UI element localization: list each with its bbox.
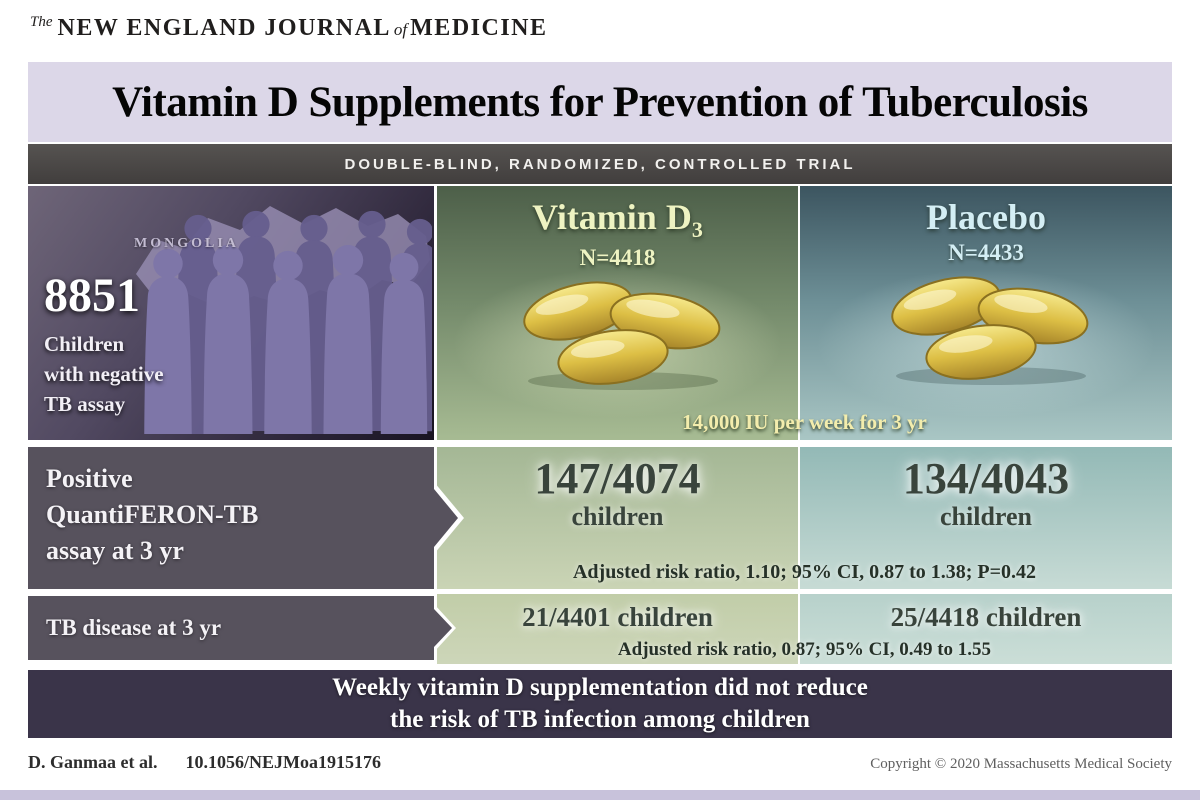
outcome-row-tb-disease: TB disease at 3 yr 21/4401 children 25/4… [28, 594, 1172, 664]
trial-type-label: DOUBLE-BLIND, RANDOMIZED, CONTROLLED TRI… [344, 155, 856, 173]
footer-doi: 10.1056/NEJMoa1915176 [185, 752, 382, 772]
tb-disease-placebo-cell: 25/4418 children [800, 594, 1172, 664]
nejm-masthead: The NEW ENGLAND JOURNAL of MEDICINE [30, 14, 548, 42]
masthead-of: of [393, 20, 408, 39]
study-overview-row: MONGOLIA 8851 Children with negative TB … [28, 186, 1172, 440]
vitamin-d-subscript: 3 [691, 217, 703, 243]
tb-disease-label: TB disease at 3 yr [46, 615, 222, 640]
vitamin-d-arm-name: Vitamin D [532, 197, 692, 237]
outcome-row-quantiferon: Positive QuantiFERON-TB assay at 3 yr 14… [28, 447, 1172, 589]
bottom-accent-strip [0, 790, 1200, 800]
quantiferon-vitamin-d-cell: 147/4074 children [437, 447, 798, 589]
footer-copyright: Copyright © 2020 Massachusetts Medical S… [870, 756, 1172, 772]
masthead-journal-2: MEDICINE [410, 15, 548, 41]
outcome-label-line2: QuantiFERON-TB [46, 499, 259, 529]
outcome-label-tb-disease: TB disease at 3 yr [28, 596, 434, 660]
placebo-pills-icon [885, 272, 1093, 387]
conclusion-line2: the risk of TB infection among children [390, 706, 810, 733]
quantiferon-vitamin-d-unit: children [571, 502, 664, 531]
quantiferon-placebo-cell: 134/4043 children [800, 447, 1172, 589]
placebo-arm-title: Placebo [800, 196, 1172, 238]
vitamin-d-arm-n: N=4418 [579, 245, 656, 271]
outcome-label-quantiferon: Positive QuantiFERON-TB assay at 3 yr [28, 447, 434, 589]
vitamin-d-arm-panel: Vitamin D3 N=4418 [437, 186, 798, 440]
quantiferon-stats: Adjusted risk ratio, 1.10; 95% CI, 0.87 … [572, 561, 1037, 583]
placebo-arm-panel: Placebo N=4433 [800, 186, 1172, 440]
crowd-icon [136, 206, 432, 434]
outcome-label-line3: assay at 3 yr [46, 535, 184, 565]
title-band: Vitamin D Supplements for Prevention of … [28, 62, 1172, 142]
page-title: Vitamin D Supplements for Prevention of … [112, 78, 1088, 126]
placebo-arm-n: N=4433 [948, 240, 1024, 265]
placebo-arm-name: Placebo [926, 197, 1046, 237]
population-desc-line2: with negative [44, 361, 164, 386]
conclusion-band: Weekly vitamin D supplementation did not… [28, 670, 1172, 738]
quantiferon-placebo-value: 134/4043 [902, 454, 1070, 503]
outcome-label-line1: Positive [46, 464, 133, 493]
outcome-content-tb-disease: 21/4401 children 25/4418 children Adjust… [437, 594, 1172, 664]
tb-disease-placebo-value: 25/4418 children [890, 602, 1082, 632]
masthead-journal-1: NEW ENGLAND JOURNAL [57, 15, 391, 41]
trial-type-banner: DOUBLE-BLIND, RANDOMIZED, CONTROLLED TRI… [28, 144, 1172, 184]
tb-disease-vitamin-d-cell: 21/4401 children [437, 594, 798, 664]
footer-citation: D. Ganmaa et al. 10.1056/NEJMoa1915176 [28, 752, 381, 773]
population-description: Children with negative TB assay [44, 330, 164, 419]
quantiferon-placebo-unit: children [940, 502, 1032, 531]
region-label: MONGOLIA [134, 236, 239, 251]
population-count: 8851 [44, 269, 140, 322]
vitamin-d-pills-icon [516, 277, 725, 392]
masthead-prefix: The [30, 14, 53, 30]
footer: D. Ganmaa et al. 10.1056/NEJMoa1915176 Co… [28, 752, 1172, 773]
population-desc-line3: TB assay [44, 391, 126, 416]
tb-disease-stats: Adjusted risk ratio, 0.87; 95% CI, 0.49 … [617, 639, 992, 660]
footer-authors: D. Ganmaa et al. [28, 752, 158, 772]
population-panel: MONGOLIA 8851 Children with negative TB … [28, 186, 434, 440]
tb-disease-vitamin-d-value: 21/4401 children [522, 602, 713, 632]
outcome-content-quantiferon: 147/4074 children 134/4043 children Adju… [437, 447, 1172, 589]
conclusion-line1: Weekly vitamin D supplementation did not… [332, 673, 868, 701]
quantiferon-vitamin-d-value: 147/4074 [534, 454, 701, 503]
vitamin-d-arm-title: Vitamin D3 [437, 196, 798, 243]
dose-note: 14,000 IU per week for 3 yr [682, 410, 927, 434]
population-desc-line1: Children [44, 332, 125, 356]
